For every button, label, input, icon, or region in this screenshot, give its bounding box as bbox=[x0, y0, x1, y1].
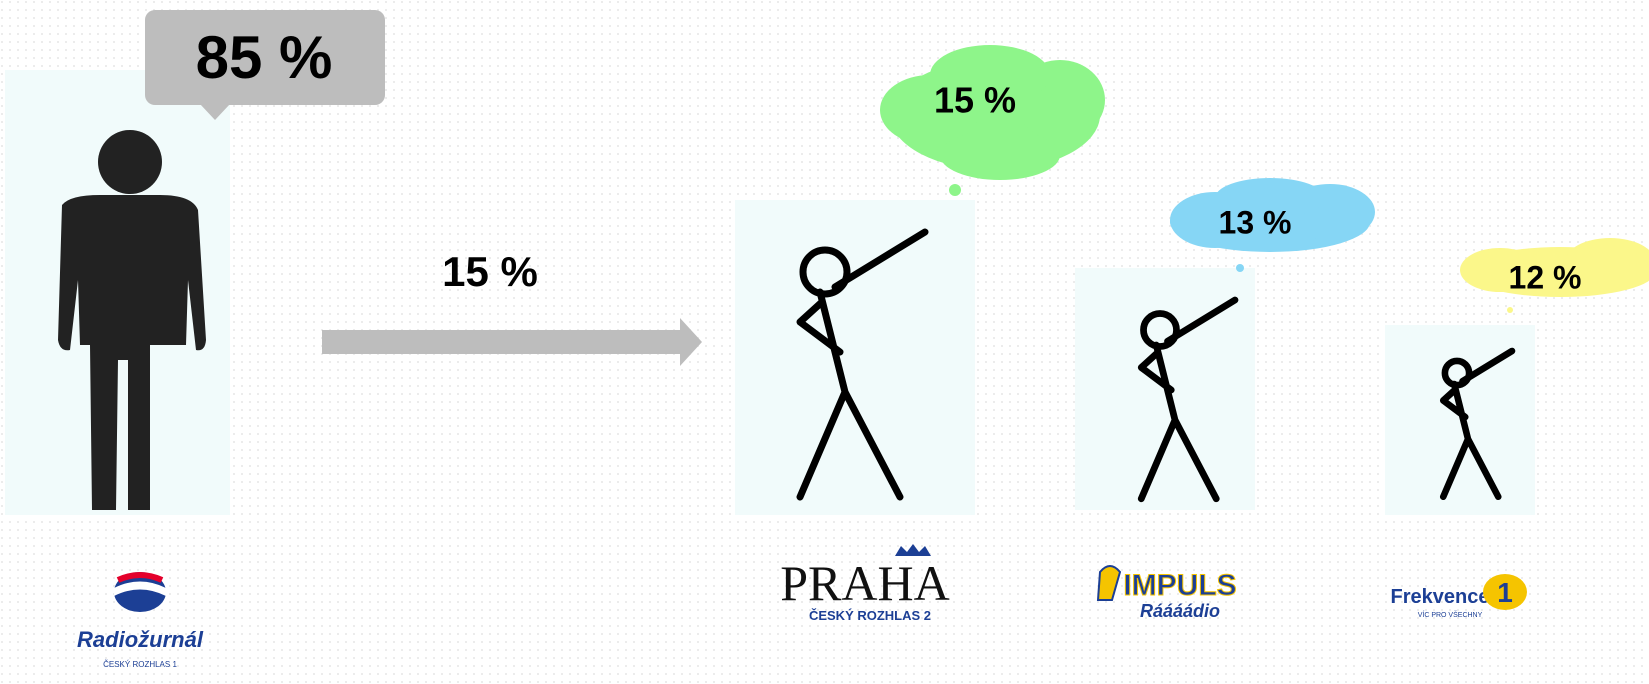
silhouette bbox=[58, 130, 206, 510]
station-name: IMPULS bbox=[1123, 569, 1236, 602]
share-label: 85 % bbox=[196, 24, 333, 91]
share-label: 13 % bbox=[1219, 204, 1292, 240]
station-tagline: Ráááádio bbox=[1140, 601, 1220, 621]
station-tagline: VÍC PRO VŠECHNY bbox=[1418, 610, 1483, 619]
figure-box bbox=[735, 200, 975, 515]
logo-impuls: IMPULS Ráááádio bbox=[1096, 565, 1237, 621]
arrow bbox=[322, 318, 702, 366]
thought-cloud bbox=[1460, 238, 1649, 313]
speech-bubble bbox=[145, 10, 385, 120]
station-network: ČESKÝ ROZHLAS 1 bbox=[103, 660, 177, 669]
logo-praha: PRAHA ČESKÝ ROZHLAS 2 bbox=[780, 544, 950, 623]
logo-radiozurnal: Radiožurnál ČESKÝ ROZHLAS 1 bbox=[77, 572, 204, 669]
station-name: PRAHA bbox=[780, 555, 949, 611]
logo-frekvence: Frekvence 1 VÍC PRO VŠECHNY bbox=[1391, 574, 1527, 619]
station-name: Radiožurnál bbox=[77, 627, 204, 652]
station-name: Frekvence bbox=[1391, 586, 1490, 608]
thought-cloud bbox=[880, 45, 1105, 196]
station-network: ČESKÝ ROZHLAS 2 bbox=[809, 608, 931, 623]
station-number: 1 bbox=[1497, 577, 1513, 608]
share-label: 15 % bbox=[934, 80, 1016, 121]
thought-cloud bbox=[1170, 178, 1375, 272]
share-label: 12 % bbox=[1509, 259, 1582, 295]
transfer-label: 15 % bbox=[442, 248, 538, 295]
